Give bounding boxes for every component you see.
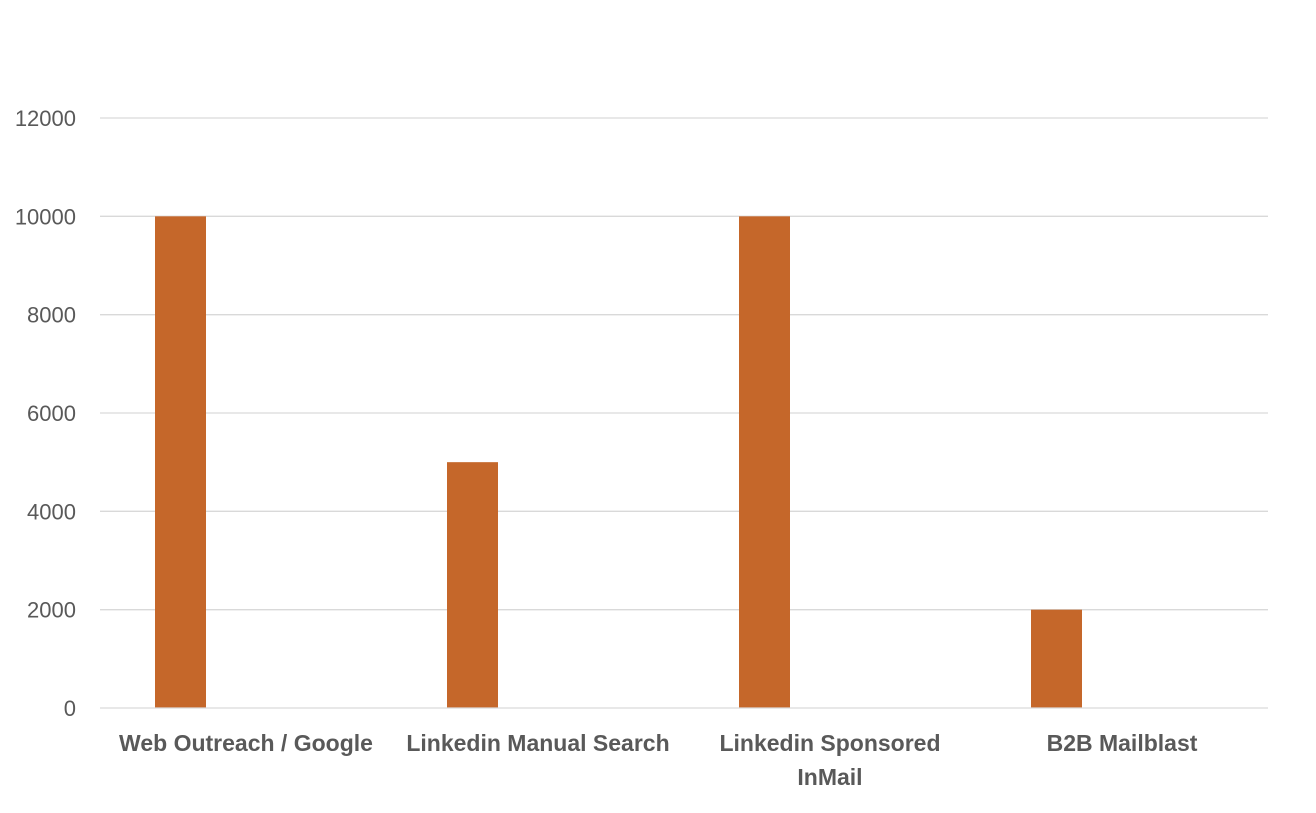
y-tick-label: 8000 xyxy=(27,303,76,328)
y-tick-label: 6000 xyxy=(27,401,76,426)
x-tick-label: B2B Mailblast xyxy=(1047,730,1198,756)
bars xyxy=(155,216,1082,709)
y-tick-label: 12000 xyxy=(15,106,76,131)
bar xyxy=(447,462,498,708)
y-tick-label: 2000 xyxy=(27,598,76,623)
x-tick-label: Linkedin Manual Search xyxy=(406,730,669,756)
x-tick-label: Web Outreach / Google xyxy=(119,730,373,756)
gridlines xyxy=(100,117,1268,611)
bar xyxy=(1031,609,1082,708)
x-tick-label: Linkedin Sponsored xyxy=(719,730,940,756)
y-tick-label: 10000 xyxy=(15,204,76,229)
x-axis-category-labels: Web Outreach / Google Linkedin Manual Sea… xyxy=(119,730,1198,790)
bar xyxy=(155,216,206,709)
y-tick-label: 0 xyxy=(64,696,76,721)
x-tick-label: InMail xyxy=(797,764,862,790)
y-axis-tick-labels: 0 2000 4000 6000 8000 10000 12000 xyxy=(15,106,76,721)
y-tick-label: 4000 xyxy=(27,499,76,524)
bar xyxy=(739,216,790,709)
